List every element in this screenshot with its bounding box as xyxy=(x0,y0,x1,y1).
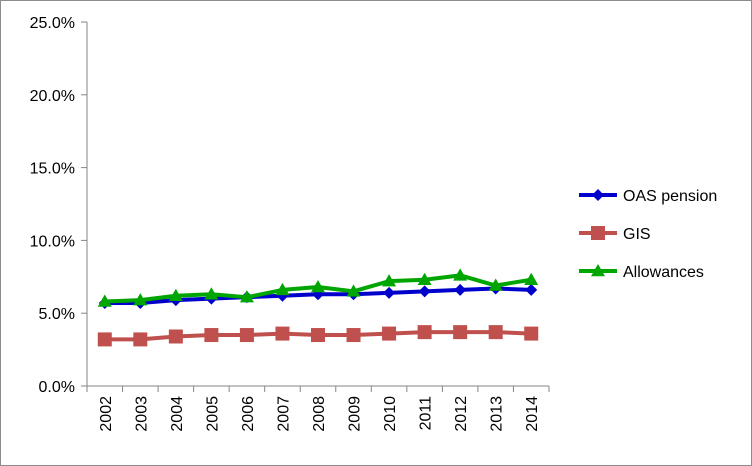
x-tick-label: 2006 xyxy=(240,396,257,432)
series-gis xyxy=(97,325,539,347)
data-point xyxy=(524,272,539,285)
legend-label: GIS xyxy=(623,226,651,243)
data-point xyxy=(488,278,503,291)
x-tick-label: 2002 xyxy=(98,396,115,432)
legend-entry: GIS xyxy=(579,226,651,243)
y-tick-label: 5.0% xyxy=(39,306,75,323)
data-point xyxy=(346,284,361,297)
data-point xyxy=(488,325,503,340)
data-point xyxy=(97,294,112,307)
legend-label: OAS pension xyxy=(623,188,717,205)
x-tick-label: 2004 xyxy=(169,396,186,432)
data-point xyxy=(417,272,432,285)
plot-area: 0.0% 5.0% 10.0% 15.0% 20.0% 25.0% 2002 2003 2004… xyxy=(30,15,550,432)
x-tick-label: 2005 xyxy=(204,396,221,432)
x-tick-label: 2009 xyxy=(347,396,364,432)
data-point xyxy=(417,325,432,340)
data-point xyxy=(454,283,467,296)
data-point xyxy=(204,287,219,300)
y-tick-label: 25.0% xyxy=(30,15,75,32)
y-tick-label: 10.0% xyxy=(30,233,75,250)
legend-label: Allowances xyxy=(623,264,704,281)
data-point xyxy=(239,328,254,343)
y-tick-label: 20.0% xyxy=(30,88,75,105)
legend-entry: Allowances xyxy=(579,264,704,281)
x-tick-label: 2013 xyxy=(489,396,506,432)
data-point xyxy=(97,332,112,347)
data-point xyxy=(133,332,148,347)
data-point xyxy=(275,282,290,296)
x-tick-label: 2014 xyxy=(524,396,541,432)
data-point xyxy=(168,329,183,344)
legend: OAS pension GIS Allowances xyxy=(579,188,717,281)
series-allowances xyxy=(97,268,539,307)
data-point xyxy=(168,288,183,301)
data-point xyxy=(525,283,538,296)
data-point xyxy=(383,286,396,299)
x-tick-label: 2011 xyxy=(418,396,435,431)
x-tick-label: 2010 xyxy=(382,396,399,432)
data-point xyxy=(453,325,468,340)
legend-marker xyxy=(592,189,604,201)
data-point xyxy=(133,293,148,306)
x-tick-label: 2007 xyxy=(275,396,292,432)
data-point xyxy=(524,326,539,341)
legend-marker xyxy=(591,226,605,240)
data-point xyxy=(275,326,290,341)
data-point xyxy=(239,290,254,303)
data-point xyxy=(346,328,361,343)
legend-marker xyxy=(591,264,605,277)
legend-entry: OAS pension xyxy=(579,188,717,205)
y-tick-label: 0.0% xyxy=(39,379,75,396)
x-tick-label: 2012 xyxy=(453,396,470,432)
data-point xyxy=(418,285,431,298)
data-point xyxy=(311,279,325,293)
data-point xyxy=(311,328,325,343)
data-point xyxy=(204,328,219,343)
x-tick-label: 2003 xyxy=(133,396,150,432)
data-point xyxy=(382,326,397,341)
y-tick-label: 15.0% xyxy=(30,161,75,178)
x-tick-label: 2008 xyxy=(311,396,328,432)
data-point xyxy=(453,268,468,281)
data-point xyxy=(382,274,397,287)
